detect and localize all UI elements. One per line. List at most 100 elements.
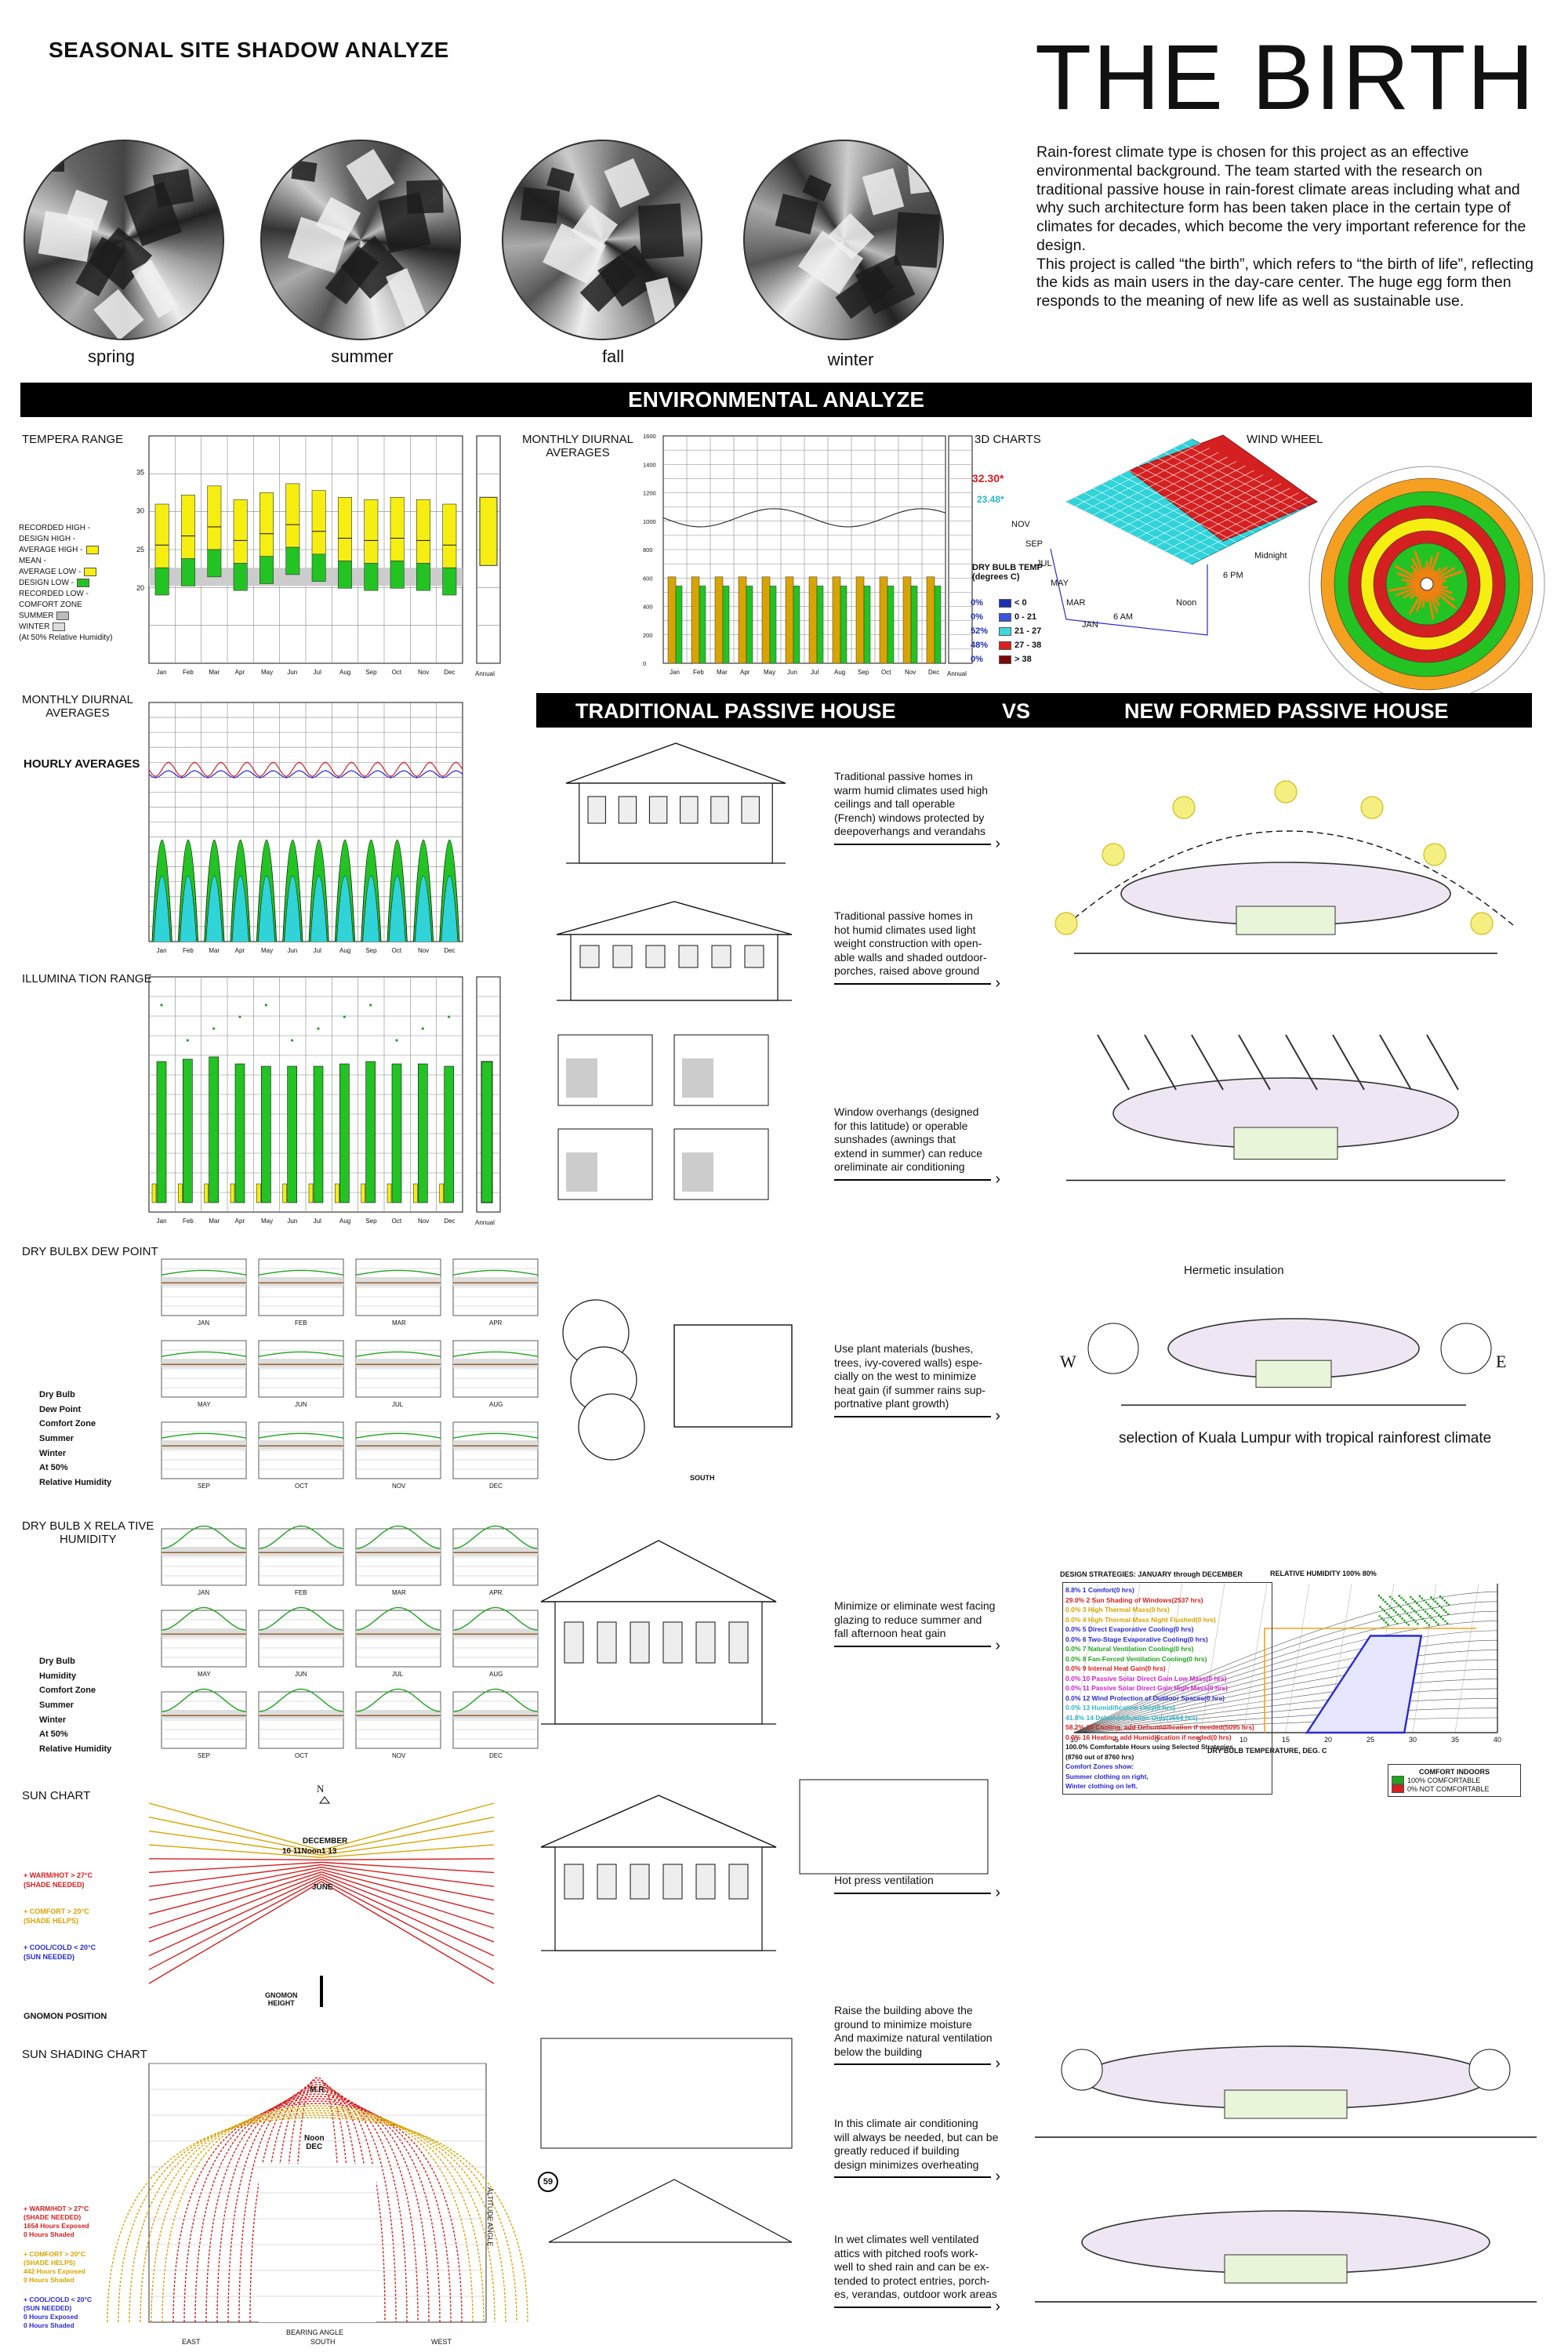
legend-swatch <box>56 611 70 620</box>
legend-text: SUMMER <box>19 611 54 620</box>
shade-arc <box>227 2091 408 2323</box>
strategy-item: 0.0% 10 Passive Solar Direct Gain Low Ma… <box>1065 1674 1227 1682</box>
month-label: Oct <box>881 669 891 676</box>
sun-path <box>148 1871 322 1929</box>
mini-line <box>258 1269 344 1276</box>
illum-bar <box>391 1063 402 1203</box>
strategy-item: 58.2% 15 Cooling, add Dehumidification i… <box>1065 1723 1254 1731</box>
sun-path <box>148 1861 322 1874</box>
strategy-item: 0.0% 5 Direct Evaporative Cooling(0 hrs) <box>1065 1625 1194 1633</box>
temp-bar-low <box>233 563 248 591</box>
axis-tick: 200 <box>643 632 653 639</box>
radiation-bar-green <box>863 586 871 664</box>
radiation-arrow <box>1238 1034 1271 1091</box>
axis-3d-label: Midnight <box>1254 551 1287 561</box>
mini-month: MAY <box>198 1671 211 1678</box>
illum-bar-direct <box>178 1183 183 1203</box>
radiation-arrow <box>1332 1034 1365 1091</box>
radiation-bar-green <box>934 586 942 664</box>
mini-comfort <box>453 1710 538 1719</box>
psy-point <box>1398 1595 1401 1597</box>
psy-curve <box>1073 1630 1498 1733</box>
window <box>710 796 729 824</box>
wind-wheel-title: WIND WHEEL <box>1247 433 1323 446</box>
psy-point <box>1417 1604 1421 1607</box>
psy-point <box>1435 1621 1437 1624</box>
month-label: Jan <box>157 1218 167 1225</box>
legend-3d-swatch <box>999 655 1011 664</box>
psy-point <box>1415 1611 1417 1614</box>
strategy-item: 0.0% 11 Passive Solar Direct Gain High M… <box>1065 1684 1228 1692</box>
house-body <box>554 1601 763 1725</box>
shadow-disc-winter <box>743 140 944 340</box>
illum-bar-direct <box>335 1183 339 1203</box>
legend-swatch <box>53 622 66 631</box>
axis-3d-label: JAN <box>1082 620 1098 630</box>
psy-point <box>1401 1617 1403 1620</box>
radiation-arrow <box>1191 1034 1224 1091</box>
psy-point <box>1379 1606 1381 1608</box>
egg-insulation-diagram <box>1121 1318 1466 1406</box>
psy-point <box>1431 1617 1433 1619</box>
psychrometric-chart: 10 -5 0 5 10 15 20 25 30 35 40 <box>1070 1583 1501 1744</box>
comfort-indoors-box: COMFORT INDOORS 100% COMFORTABLE 0% NOT … <box>1388 1764 1521 1797</box>
temp-bar-low <box>311 554 326 582</box>
psy-point <box>1385 1612 1388 1614</box>
window <box>579 945 600 968</box>
vs-right: NEW FORMED PASSIVE HOUSE <box>1124 699 1449 723</box>
month-label: Feb <box>693 669 704 676</box>
psy-tick: -5 <box>1112 1736 1119 1744</box>
strategy-item: 0.0% 16 Heating, add Humidification if n… <box>1065 1733 1232 1741</box>
legend-text: DESIGN HIGH - <box>19 534 76 543</box>
axis-tick: 600 <box>643 575 653 582</box>
mini-line <box>258 1525 344 1549</box>
mini-month: JUN <box>295 1401 307 1408</box>
note-text: Raise the building above the ground to m… <box>834 2004 993 2058</box>
psy-point <box>1399 1606 1402 1609</box>
shadow-block <box>41 153 64 172</box>
psy-tick: 5 <box>1197 1736 1201 1744</box>
gnomon-height-label: GNOMON HEIGHT <box>265 1991 298 2007</box>
legend-3d-row: 52% 21 - 27 <box>971 624 1041 638</box>
axis-tick: 800 <box>643 546 653 554</box>
mini-line <box>355 1525 441 1549</box>
sun-cool-label: + COOL/COLD < 20°C (SUN NEEDED) <box>24 1944 96 1962</box>
psy-point <box>1434 1600 1437 1603</box>
mini-comfort <box>356 1277 441 1287</box>
psy-point <box>1425 1621 1428 1624</box>
psy-point <box>1383 1610 1386 1613</box>
temp-bar <box>207 485 222 550</box>
psy-point <box>1399 1615 1402 1618</box>
psy-grid <box>1073 1583 1098 1733</box>
humidity-legend-item: Summer <box>39 1434 74 1444</box>
north-label: N <box>317 1783 325 1795</box>
radiation-arrow <box>1097 1034 1130 1091</box>
monthly-diurnal-left-title: MONTHLY DIURNAL AVERAGES <box>22 693 133 720</box>
humidity-legend-item: Relative Humidity <box>39 1478 112 1488</box>
window <box>695 1621 716 1664</box>
sun-position <box>1054 912 1078 935</box>
psy-tick: 0 <box>1155 1736 1159 1744</box>
radiation-bar-green <box>793 586 800 664</box>
window <box>678 945 699 968</box>
legend-3d-swatch <box>999 598 1011 608</box>
window <box>597 1864 617 1900</box>
psy-point <box>1443 1599 1446 1602</box>
sun-path <box>148 1866 322 1901</box>
month-label: Apr <box>235 947 245 954</box>
not-comfortable-label: 0% NOT COMFORTABLE <box>1407 1784 1490 1793</box>
annual-label: Annual <box>947 670 967 677</box>
month-label: Oct <box>392 947 402 954</box>
wind-wheel <box>1308 466 1545 702</box>
psy-point <box>1444 1620 1446 1623</box>
month-label: Jun <box>287 669 297 676</box>
psy-point <box>1388 1595 1392 1599</box>
legend-3d-pct: 48% <box>971 641 989 650</box>
shade-south-label: SOUTH <box>310 2338 336 2346</box>
mini-line <box>161 1432 247 1439</box>
psy-point <box>1421 1617 1424 1621</box>
window <box>564 1621 584 1664</box>
psy-point <box>1388 1605 1391 1607</box>
sun-path <box>148 1844 322 1858</box>
mini-line <box>258 1606 344 1631</box>
